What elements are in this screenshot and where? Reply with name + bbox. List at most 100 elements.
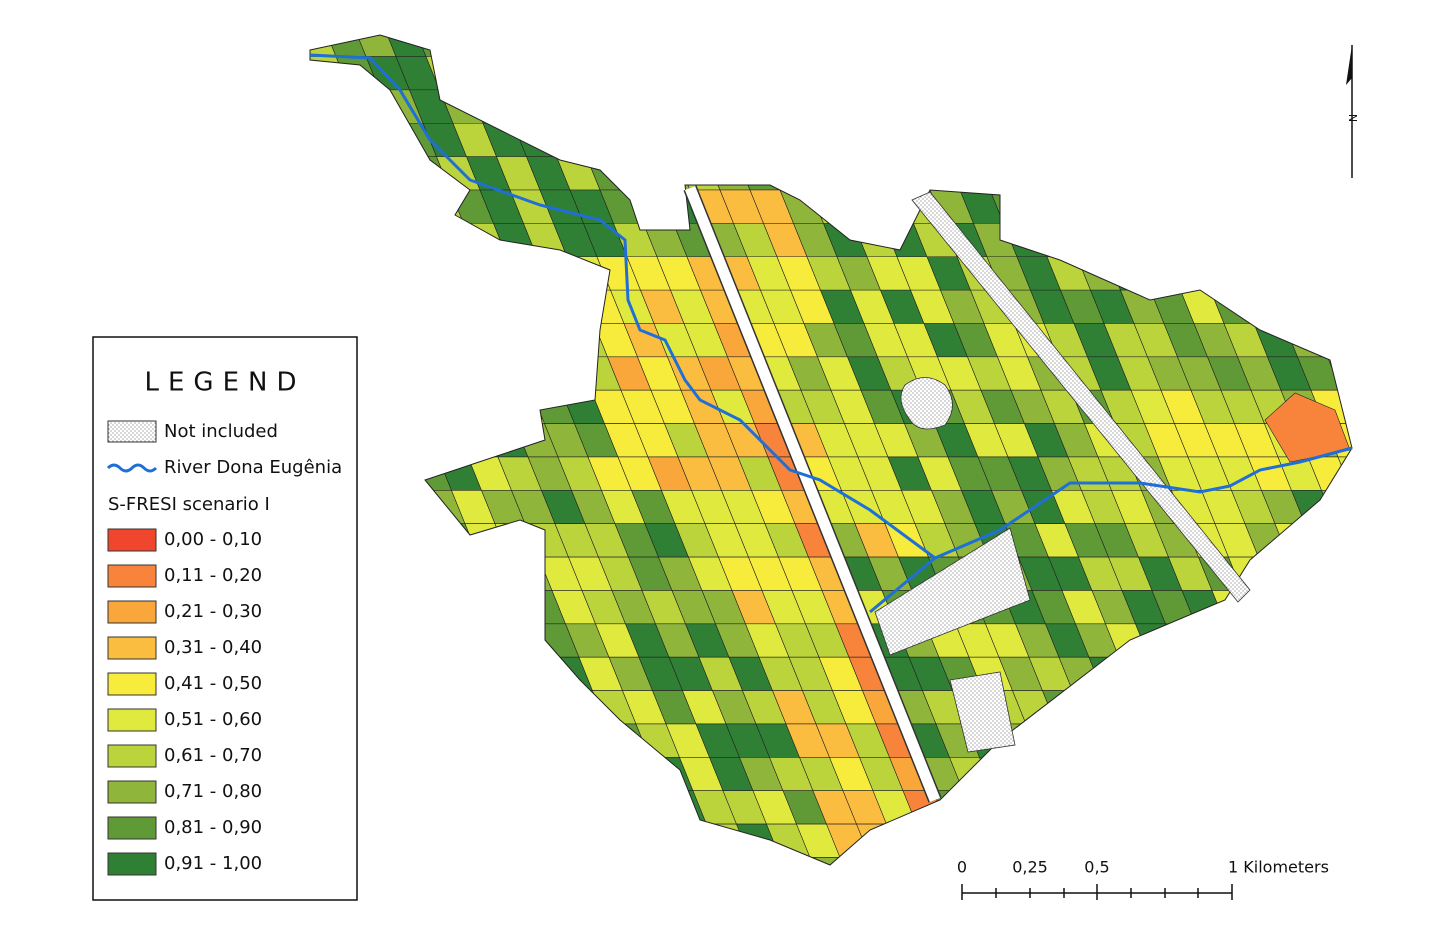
parcel	[479, 857, 524, 865]
parcel	[1129, 89, 1174, 124]
parcel	[1006, 156, 1051, 191]
parcel	[455, 56, 500, 91]
legend-swatch	[107, 708, 157, 732]
parcel	[799, 89, 844, 124]
parcel	[532, 35, 577, 57]
parcel	[310, 56, 320, 91]
parcel	[385, 623, 430, 658]
parcel	[422, 790, 467, 825]
parcel	[862, 35, 907, 57]
parcel	[556, 823, 601, 858]
legend-swatch	[106, 463, 158, 473]
parcel	[349, 89, 394, 124]
parcel	[749, 857, 794, 865]
parcel	[1276, 823, 1321, 858]
parcel	[313, 223, 358, 258]
parcel	[1258, 556, 1303, 591]
north-arrow: N	[1346, 45, 1359, 178]
parcel	[1192, 35, 1237, 57]
not-included-block	[874, 527, 1031, 656]
parcel	[458, 656, 503, 691]
parcel	[995, 56, 1040, 91]
parcel	[445, 623, 490, 658]
parcel	[605, 56, 650, 91]
parcel	[440, 389, 485, 424]
parcel	[1022, 790, 1067, 825]
parcel	[1039, 89, 1084, 124]
parcel	[1313, 323, 1352, 358]
parcel	[520, 289, 565, 324]
legend-swatch	[107, 744, 157, 768]
parcel	[1189, 757, 1234, 791]
parcel	[886, 823, 931, 858]
parcel	[391, 490, 436, 525]
parcel	[1055, 56, 1100, 91]
parcel	[1169, 189, 1214, 224]
parcel	[529, 757, 574, 791]
parcel	[1235, 723, 1280, 758]
parcel	[475, 623, 520, 658]
parcel	[1273, 223, 1318, 258]
parcel	[442, 35, 487, 57]
parcel	[1036, 156, 1081, 191]
parcel	[389, 189, 434, 224]
parcel	[1282, 690, 1327, 725]
parcel	[1066, 156, 1111, 191]
parcel	[431, 590, 476, 625]
legend-swatch	[107, 780, 157, 804]
legend-swatch	[107, 420, 157, 443]
parcel	[725, 56, 770, 91]
parcel	[1312, 35, 1352, 57]
parcel	[1216, 823, 1261, 858]
parcel	[1202, 122, 1247, 157]
parcel	[542, 122, 587, 157]
parcel	[575, 56, 620, 91]
parcel	[539, 857, 584, 865]
parcel	[1306, 823, 1351, 858]
parcel	[1115, 723, 1160, 758]
parcel	[1295, 56, 1340, 91]
parcel	[401, 590, 446, 625]
scale-label: 0,5	[1084, 858, 1109, 877]
parcel	[1109, 189, 1154, 224]
parcel	[425, 723, 470, 758]
parcel	[340, 289, 385, 324]
parcel	[1342, 690, 1352, 725]
parcel	[490, 289, 535, 324]
parcel	[1259, 189, 1304, 224]
river-branch	[869, 556, 936, 614]
parcel	[572, 790, 617, 825]
legend-swatch	[107, 528, 157, 552]
parcel	[616, 156, 661, 191]
parcel	[676, 823, 721, 858]
parcel	[1315, 623, 1352, 658]
parcel	[505, 623, 550, 658]
parcel	[482, 790, 527, 825]
parcel	[455, 723, 500, 758]
parcel	[856, 156, 901, 191]
legend-label: 0,81 - 0,90	[164, 817, 262, 838]
parcel	[392, 790, 437, 825]
scale-label: 0	[957, 858, 967, 877]
parcel	[545, 723, 590, 758]
parcel	[1216, 156, 1261, 191]
parcel	[442, 690, 487, 725]
parcel	[1123, 223, 1168, 258]
parcel	[769, 89, 814, 124]
parcel	[646, 156, 691, 191]
parcel	[1196, 256, 1241, 291]
parcel	[359, 189, 404, 224]
parcel	[1012, 35, 1057, 57]
parcel	[899, 857, 944, 865]
parcel	[719, 857, 764, 865]
parcel	[1343, 323, 1352, 358]
parcel	[1063, 223, 1108, 258]
parcel	[802, 35, 847, 57]
parcel	[1132, 690, 1177, 725]
parcel	[379, 757, 424, 791]
parcel	[478, 556, 523, 591]
parcel	[1072, 690, 1117, 725]
parcel	[1208, 656, 1253, 691]
parcel	[485, 723, 530, 758]
